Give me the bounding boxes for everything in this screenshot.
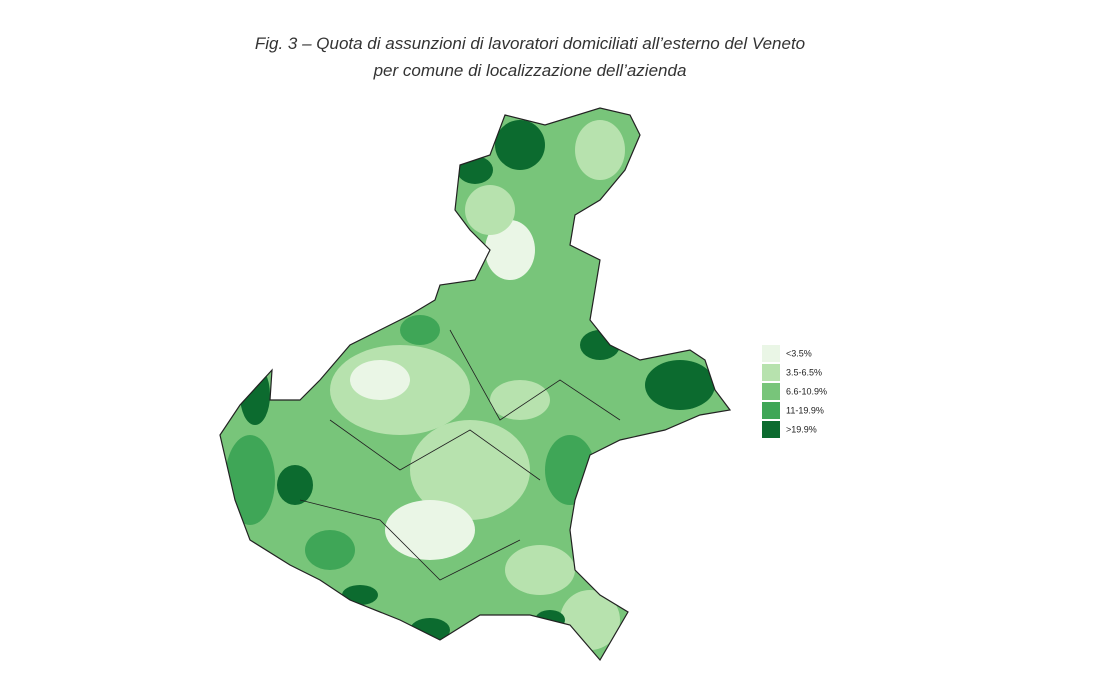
area [485, 220, 535, 280]
area [495, 120, 545, 170]
legend-swatch [762, 383, 780, 400]
area [400, 315, 440, 345]
area [645, 360, 715, 410]
area [575, 120, 625, 180]
area [305, 530, 355, 570]
area [350, 360, 410, 400]
area [465, 185, 515, 235]
legend-swatch [762, 421, 780, 438]
area [490, 380, 550, 420]
area [410, 618, 450, 642]
area [410, 420, 530, 520]
area [545, 435, 595, 505]
legend-label: 6.6-10.9% [786, 386, 827, 396]
legend-label: >19.9% [786, 424, 817, 434]
area [505, 545, 575, 595]
legend-swatch [762, 345, 780, 362]
legend-label: 11-19.9% [786, 405, 824, 415]
legend-label: <3.5% [786, 348, 812, 358]
province-border [299, 329, 621, 581]
area [385, 500, 475, 560]
area [225, 435, 275, 525]
title-line: per comune di localizzazione dell’aziend… [373, 61, 687, 80]
area [277, 465, 313, 505]
municipalities [220, 108, 730, 660]
area [580, 330, 620, 360]
legend-swatch [762, 364, 780, 381]
legend-label: 3.5-6.5% [786, 367, 822, 377]
legend-swatch [762, 402, 780, 419]
legend: <3.5% 3.5-6.5% 6.6-10.9% 11-19.9% >19.9% [762, 345, 827, 438]
area [240, 365, 270, 425]
area [342, 585, 378, 605]
title-line: Fig. 3 – Quota di assunzioni di lavorato… [254, 34, 806, 53]
